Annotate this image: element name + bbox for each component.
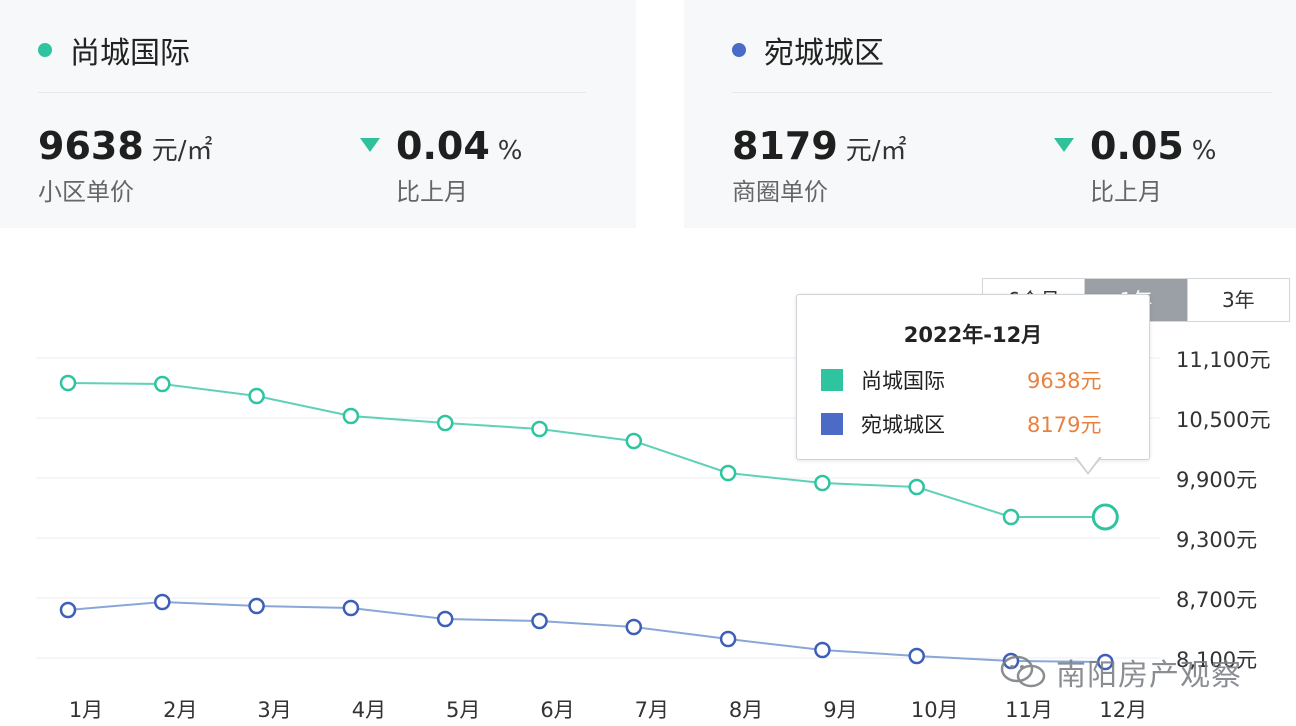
data-point xyxy=(908,647,925,665)
divider xyxy=(38,92,586,93)
x-tick-label: 2月 xyxy=(163,698,197,722)
legend-swatch-icon xyxy=(821,413,843,435)
x-tick-label: 3月 xyxy=(257,698,291,722)
tooltip-row: 宛城城区 8179元 xyxy=(821,409,1121,439)
x-tick-label: 11月 xyxy=(1005,698,1053,722)
y-axis-labels: 11,100元 10,500元 9,900元 9,300元 8,700元 8,100元 xyxy=(1176,348,1270,672)
data-point xyxy=(59,601,77,619)
tooltip-series-name: 宛城城区 xyxy=(861,413,945,437)
price-metric: 9638 元/㎡ 小区单价 xyxy=(38,124,213,207)
data-point xyxy=(625,618,643,636)
change-value: 0.04 xyxy=(396,124,490,168)
data-point xyxy=(436,610,454,628)
down-arrow-icon xyxy=(360,138,380,152)
y-tick-label: 9,300元 xyxy=(1176,528,1257,552)
change-label: 比上月 xyxy=(396,178,468,206)
x-tick-label: 5月 xyxy=(446,698,480,722)
x-tick-label: 7月 xyxy=(635,698,669,722)
x-tick-label: 8月 xyxy=(729,698,763,722)
data-point xyxy=(531,612,548,630)
data-point xyxy=(248,597,265,615)
watermark-text: 南阳房产观察 xyxy=(1056,658,1242,693)
data-point xyxy=(625,432,643,450)
data-point xyxy=(814,474,831,492)
card-header: 宛城城区 xyxy=(732,28,884,72)
price-label: 小区单价 xyxy=(38,178,134,206)
data-point xyxy=(154,375,171,393)
series-line xyxy=(67,600,1106,663)
data-point xyxy=(531,420,548,438)
divider xyxy=(732,92,1272,93)
change-unit: % xyxy=(1191,136,1217,166)
x-axis-labels: 1月 2月 3月 4月 5月 6月 7月 8月 9月 10月 11月 12月 xyxy=(69,698,1147,722)
data-point xyxy=(154,593,171,611)
change-metric: 0.05% 比上月 xyxy=(1090,124,1216,207)
price-metric: 8179 元/㎡ 商圈单价 xyxy=(732,124,907,207)
data-point xyxy=(1091,503,1119,531)
watermark: 南阳房产观察 xyxy=(1000,650,1242,694)
data-point xyxy=(342,599,360,617)
y-tick-label: 8,100元 xyxy=(1176,648,1257,672)
y-tick-label: 9,900元 xyxy=(1176,468,1257,492)
data-point xyxy=(1097,653,1114,671)
series-line xyxy=(67,382,1106,518)
price-label: 商圈单价 xyxy=(732,178,828,206)
series-dot-icon xyxy=(732,43,746,57)
chart-tooltip: 2022年-12月 尚城国际 9638元 宛城城区 8179元 xyxy=(796,294,1150,460)
series-dot-icon xyxy=(38,43,52,57)
data-point xyxy=(814,641,831,659)
data-point xyxy=(908,478,925,496)
summary-card-project: 尚城国际 9638 元/㎡ 小区单价 0.04% 比上月 xyxy=(0,0,636,228)
x-tick-label: 4月 xyxy=(352,698,386,722)
wechat-icon xyxy=(1000,655,1046,688)
x-tick-label: 9月 xyxy=(823,698,857,722)
tooltip-series-name: 尚城国际 xyxy=(861,369,945,393)
price-unit: 元/㎡ xyxy=(151,136,213,166)
tooltip-row: 尚城国际 9638元 xyxy=(821,365,1121,395)
y-tick-label: 11,100元 xyxy=(1176,348,1270,372)
tooltip-pointer-fill xyxy=(1076,456,1100,472)
summary-card-district: 宛城城区 8179 元/㎡ 商圈单价 0.05% 比上月 xyxy=(684,0,1296,228)
range-option-3-years[interactable]: 3年 xyxy=(1221,288,1255,312)
series-lines xyxy=(67,382,1106,663)
data-point xyxy=(719,630,737,648)
price-value: 8179 xyxy=(732,124,838,168)
x-tick-label: 1月 xyxy=(69,698,103,722)
data-point xyxy=(719,464,737,482)
y-tick-label: 8,700元 xyxy=(1176,588,1257,612)
price-value: 9638 xyxy=(38,124,144,168)
y-tick-label: 10,500元 xyxy=(1176,408,1270,432)
data-point xyxy=(1002,508,1020,526)
data-point xyxy=(59,374,77,392)
legend-swatch-icon xyxy=(821,369,843,391)
tooltip-series-value: 9638元 xyxy=(1027,369,1102,393)
card-header: 尚城国际 xyxy=(38,28,190,72)
change-label: 比上月 xyxy=(1090,178,1162,206)
data-point xyxy=(436,414,454,432)
data-point xyxy=(248,387,265,405)
series-points xyxy=(59,374,1119,671)
down-arrow-icon xyxy=(1054,138,1074,152)
x-tick-label: 10月 xyxy=(911,698,959,722)
change-value: 0.05 xyxy=(1090,124,1184,168)
price-unit: 元/㎡ xyxy=(845,136,907,166)
tooltip-series-value: 8179元 xyxy=(1027,413,1102,437)
change-unit: % xyxy=(497,136,523,166)
tooltip-title: 2022年-12月 xyxy=(903,323,1043,347)
data-point xyxy=(342,407,360,425)
card-title: 尚城国际 xyxy=(70,36,190,71)
x-tick-label: 6月 xyxy=(540,698,574,722)
change-metric: 0.04% 比上月 xyxy=(396,124,522,207)
x-tick-label: 12月 xyxy=(1099,698,1147,722)
card-title: 宛城城区 xyxy=(764,36,884,71)
